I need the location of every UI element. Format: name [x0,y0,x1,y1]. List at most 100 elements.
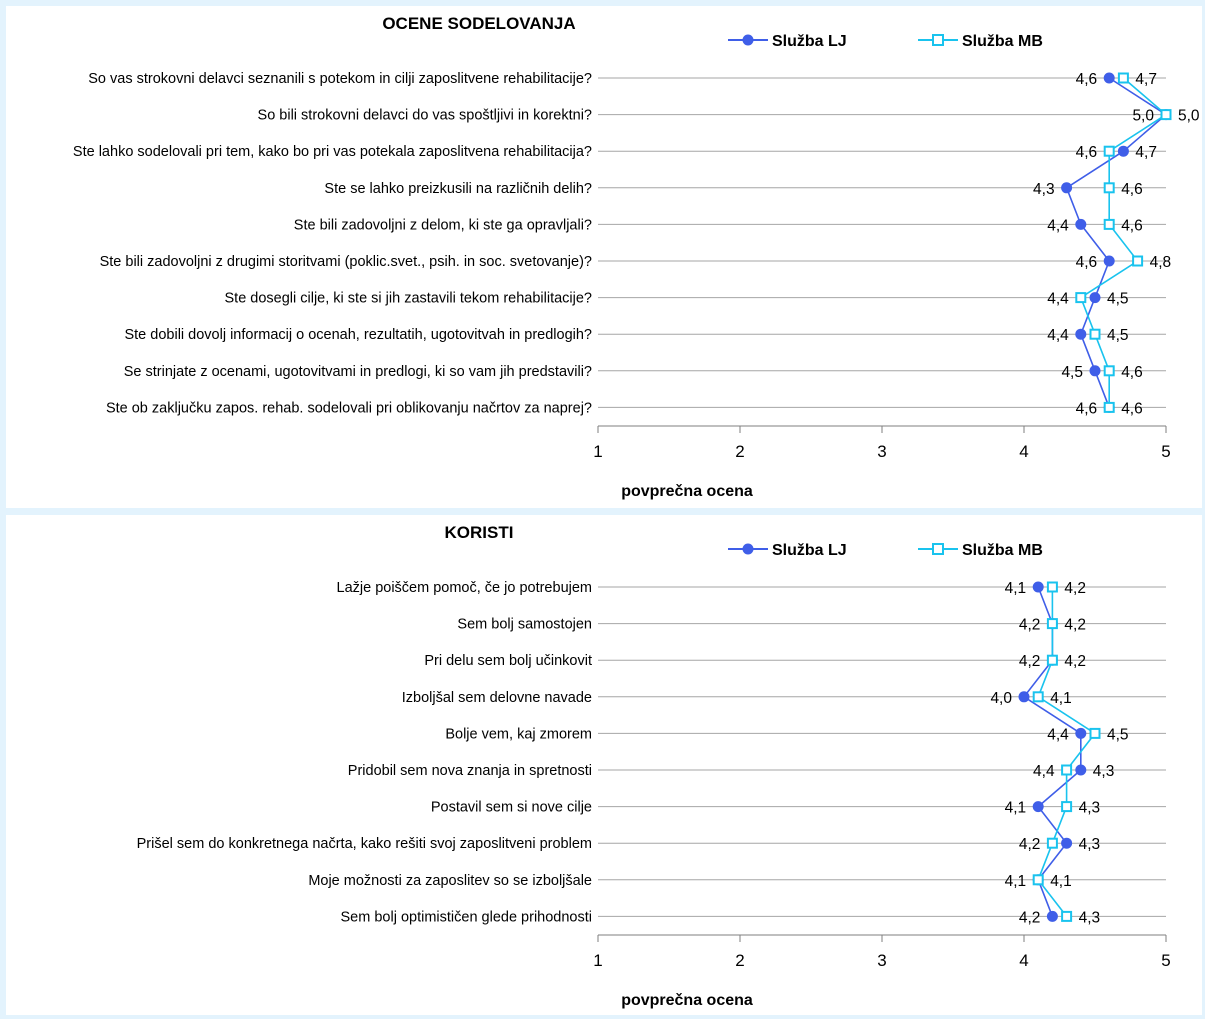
data-label-mb: 4,3 [1079,909,1101,926]
x-tick-label: 4 [1019,951,1028,970]
data-label-lj: 4,3 [1093,763,1115,780]
category-label: Bolje vem, kaj zmorem [445,726,592,742]
data-point-lj [1117,145,1129,157]
data-point-mb [1046,581,1058,593]
legend-label-lj: Služba LJ [772,33,847,50]
data-label-mb: 4,5 [1107,327,1129,344]
data-label-mb: 4,8 [1150,254,1172,271]
x-tick-label: 5 [1161,951,1170,970]
legend-marker-mb [932,34,944,46]
data-point-lj [1061,182,1073,194]
data-point-lj [1089,292,1101,304]
category-label: Postavil sem si nove cilje [431,800,592,816]
category-label: Ste bili zadovoljni z drugimi storitvami… [100,254,592,270]
data-point-mb [1132,255,1144,267]
data-point-mb [1103,401,1115,413]
data-label-lj: 4,6 [1076,254,1098,271]
data-point-mb [1103,218,1115,230]
data-label-mb: 4,5 [1107,726,1129,743]
series-line-mb [1037,587,1097,917]
data-label-mb: 4,6 [1121,181,1143,198]
data-label-lj: 4,4 [1047,217,1069,234]
data-point-lj [1075,218,1087,230]
chart-title: KORISTI [445,523,514,542]
data-point-mb [1103,365,1115,377]
data-label-lj: 4,2 [1019,909,1041,926]
category-label: Ste lahko sodelovali pri tem, kako bo pr… [73,144,592,160]
legend-label-mb: Služba MB [962,33,1043,50]
x-tick-label: 1 [593,951,602,970]
x-axis-title: povprečna ocena [621,992,753,1009]
data-point-mb [1089,328,1101,340]
data-point-lj [1075,727,1087,739]
data-label-mb: 4,3 [1079,800,1101,817]
data-label-lj: 4,1 [1005,800,1027,817]
data-label-mb: 4,4 [1033,763,1055,780]
category-label: So bili strokovni delavci do vas spoštlj… [258,108,592,124]
data-label-lj: 4,0 [990,690,1012,707]
series-line-mb [1079,77,1168,408]
category-label: Lažje poiščem pomoč, če jo potrebujem [337,580,593,596]
data-label-mb: 4,2 [1064,617,1086,634]
category-label: Pridobil sem nova znanja in spretnosti [348,763,592,779]
data-label-mb: 4,2 [1064,580,1086,597]
chart-ocene-sodelovanja: OCENE SODELOVANJA Služba LJ Služba MB 1 2 3 4 5… [73,14,1200,500]
legend-label-lj: Služba LJ [772,542,847,559]
x-tick-label: 2 [735,951,744,970]
data-label-lj: 4,1 [1005,873,1027,890]
category-label: Prišel sem do konkretnega načrta, kako r… [137,836,592,852]
data-label-lj: 4,6 [1076,71,1098,88]
data-point-mb [1046,618,1058,630]
data-label-mb: 4,6 [1121,400,1143,417]
data-label-lj: 5,0 [1132,108,1154,125]
data-point-mb [1075,292,1087,304]
data-point-lj [1103,72,1115,84]
data-point-mb [1089,727,1101,739]
data-point-lj [1075,764,1087,776]
category-label: Ste dosegli cilje, ki ste si jih zastavi… [225,291,593,307]
x-tick-label: 3 [877,951,886,970]
category-label: Izboljšal sem delovne navade [402,690,592,706]
data-point-mb [1046,654,1058,666]
data-label-mb: 4,2 [1019,836,1041,853]
data-point-lj [1089,365,1101,377]
data-label-mb: 4,7 [1135,71,1157,88]
chart-panel-ocene-sodelovanja: OCENE SODELOVANJA Služba LJ Služba MB 1 2 3 4 5… [6,6,1202,508]
category-label: Sem bolj samostojen [457,617,592,633]
data-label-lj: 4,2 [1019,653,1041,670]
data-label-lj: 4,7 [1135,144,1157,161]
category-label: Ste dobili dovolj informacij o ocenah, r… [124,327,592,343]
data-label-lj: 4,6 [1076,400,1098,417]
data-label-mb: 4,6 [1121,364,1143,381]
data-label-lj: 4,4 [1047,327,1069,344]
data-label-mb: 4,4 [1047,291,1069,308]
data-point-lj [1103,255,1115,267]
data-label-lj: 4,4 [1047,726,1069,743]
x-tick-label: 3 [877,442,886,461]
data-label-mb: 5,0 [1178,108,1200,125]
category-label: Se strinjate z ocenami, ugotovitvami in … [124,364,592,380]
data-point-mb [1061,910,1073,922]
series-line-lj [1065,77,1168,408]
data-point-mb [1103,145,1115,157]
data-point-mb [1160,109,1172,121]
data-label-mb: 4,6 [1076,144,1098,161]
data-label-mb: 4,1 [1050,690,1072,707]
category-label: Ste bili zadovoljni z delom, ki ste ga o… [294,217,592,233]
data-label-lj: 4,1 [1005,580,1027,597]
legend-marker-lj [742,34,754,46]
category-label: Ste se lahko preizkusili na različnih de… [324,181,592,197]
x-tick-label: 4 [1019,442,1028,461]
data-point-lj [1032,801,1044,813]
data-point-lj [1018,691,1030,703]
category-label: Ste ob zaključku zapos. rehab. sodeloval… [106,400,592,416]
data-label-mb: 4,6 [1121,217,1143,234]
x-axis-title: povprečna ocena [621,483,753,500]
data-point-mb [1032,874,1044,886]
data-point-lj [1075,328,1087,340]
data-point-mb [1032,691,1044,703]
category-label: So vas strokovni delavci seznanili s pot… [88,71,592,87]
data-point-mb [1117,72,1129,84]
data-point-lj [1061,837,1073,849]
data-label-lj: 4,5 [1061,364,1083,381]
